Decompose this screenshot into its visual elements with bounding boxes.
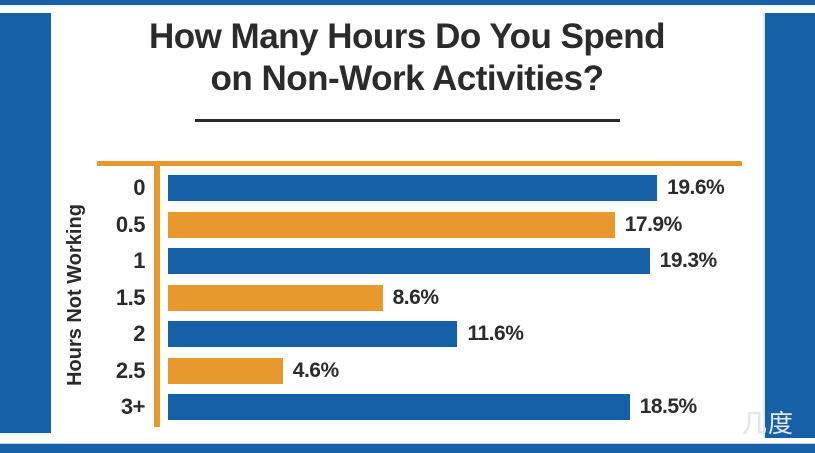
- category-label: 0.5: [115, 211, 146, 237]
- chart-title: How Many Hours Do You Spend on Non-Work …: [51, 16, 763, 100]
- bar: [168, 394, 630, 421]
- category-label: 3+: [120, 394, 146, 420]
- bar-track: 11.6%: [168, 321, 742, 348]
- watermark: 几度: [742, 410, 795, 438]
- chart-title-line1: How Many Hours Do You Spend: [148, 17, 666, 56]
- value-label: 18.5%: [639, 395, 698, 419]
- bar-track: 19.6%: [168, 175, 742, 202]
- top-border: [0, 0, 815, 5]
- bar: [168, 211, 615, 238]
- chart-row: 2.5 4.6%: [97, 353, 763, 390]
- bar: [168, 284, 383, 311]
- chart-row: 3+ 18.5%: [97, 389, 763, 426]
- category-label: 1: [133, 248, 145, 274]
- chart-row: 0 19.6%: [97, 170, 763, 207]
- category-label: 0: [133, 175, 145, 201]
- value-label: 4.6%: [292, 358, 339, 382]
- bar: [168, 248, 650, 275]
- bar: [168, 175, 658, 202]
- chart-row: 1 19.3%: [97, 243, 763, 280]
- bar-track: 8.6%: [168, 284, 742, 311]
- title-underline: [195, 119, 620, 122]
- category-label: 2: [133, 321, 145, 347]
- bottom-border: [0, 443, 815, 453]
- y-axis-title: Hours Not Working: [64, 204, 86, 386]
- bar-chart: 0 19.6% 0.5 17.9% 1 19.3% 1.5: [97, 170, 763, 426]
- chart-row: 2 11.6%: [97, 316, 763, 353]
- left-border: [0, 13, 51, 433]
- y-axis-line: [154, 161, 160, 427]
- category-label: 1.5: [115, 284, 146, 310]
- bar: [168, 321, 458, 348]
- value-label: 11.6%: [467, 322, 524, 346]
- category-label: 2.5: [115, 357, 146, 383]
- bar-track: 17.9%: [168, 211, 742, 238]
- value-label: 19.3%: [659, 249, 718, 273]
- value-label: 8.6%: [392, 285, 439, 309]
- value-label: 17.9%: [624, 212, 683, 236]
- x-axis-line: [97, 161, 742, 166]
- bar-track: 19.3%: [168, 248, 742, 275]
- chart-row: 1.5 8.6%: [97, 280, 763, 317]
- bar: [168, 357, 283, 384]
- bar-track: 18.5%: [168, 394, 742, 421]
- chart-title-line2: on Non-Work Activities?: [210, 59, 604, 98]
- value-label: 19.6%: [667, 176, 725, 200]
- bar-track: 4.6%: [168, 357, 742, 384]
- chart-row: 0.5 17.9%: [97, 207, 763, 244]
- right-border: [763, 13, 815, 438]
